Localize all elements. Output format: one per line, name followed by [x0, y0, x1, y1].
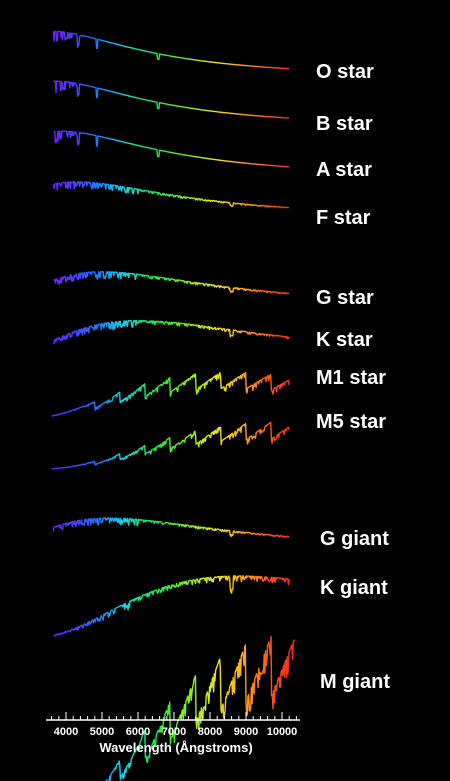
spectrum-line-k-giant	[53, 575, 290, 637]
series-label-a-star: A star	[316, 159, 372, 181]
spectrum-line-m-giant	[105, 636, 296, 781]
series-labels: O star B star A star F star G star K star M1 s…	[316, 61, 390, 693]
x-axis-ticks	[51, 712, 297, 720]
tick-label-5000: 5000	[90, 726, 114, 738]
spectrum-line-a-star	[53, 130, 290, 168]
tick-label-4000: 4000	[54, 726, 78, 738]
tick-label-8000: 8000	[198, 726, 222, 738]
spectra-group	[51, 30, 296, 781]
series-label-k-giant: K giant	[320, 577, 388, 599]
series-label-o-star: O star	[316, 61, 374, 83]
spectrum-line-f-star	[52, 181, 290, 209]
series-label-m1-star: M1 star	[316, 367, 386, 389]
tick-label-10000: 10000	[267, 726, 298, 738]
series-label-b-star: B star	[316, 113, 373, 135]
spectrum-line-m5-star	[51, 421, 290, 470]
spectrum-line-g-star	[53, 271, 290, 295]
spectrum-line-m1-star	[51, 371, 290, 417]
series-label-g-star: G star	[316, 287, 374, 309]
tick-label-6000: 6000	[126, 726, 150, 738]
x-axis-tick-labels: 4000 5000 6000 7000 8000 9000 10000	[54, 726, 298, 738]
spectrum-line-b-star	[53, 80, 290, 119]
series-label-m5-star: M5 star	[316, 411, 386, 433]
x-axis: 4000 5000 6000 7000 8000 9000 10000 Wavelength…	[46, 712, 300, 755]
tick-label-9000: 9000	[234, 726, 258, 738]
spectrum-line-g-giant	[52, 517, 290, 539]
spectrum-line-o-star	[52, 30, 290, 70]
series-label-f-star: F star	[316, 207, 371, 229]
series-label-m-giant: M giant	[320, 671, 390, 693]
tick-label-7000: 7000	[162, 726, 186, 738]
series-label-g-giant: G giant	[320, 528, 389, 550]
spectrum-line-k-star	[52, 319, 290, 345]
x-axis-title: Wavelength (Ångstroms)	[99, 740, 252, 755]
series-label-k-star: K star	[316, 329, 373, 351]
